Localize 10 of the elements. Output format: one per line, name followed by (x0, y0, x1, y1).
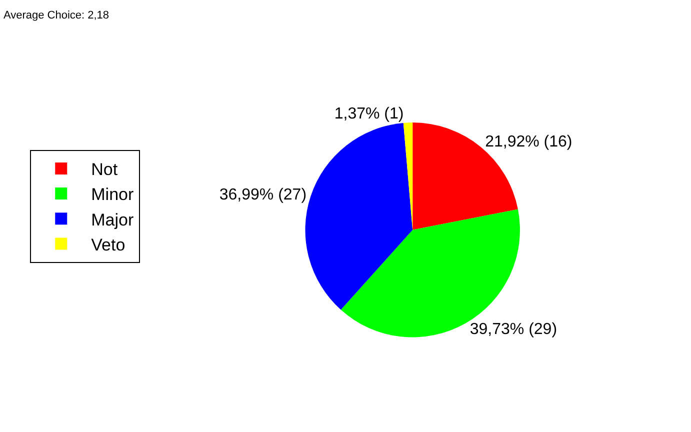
data-label: 39,73% (29) (470, 321, 558, 338)
chart-title: Average Choice: 2,18 (3, 10, 110, 22)
data-label: 1,37% (1) (334, 106, 404, 123)
data-label: 21,92% (16) (485, 133, 572, 150)
legend-label: Minor (91, 185, 134, 204)
legend-label: Major (91, 210, 134, 230)
legend-label: Not (91, 160, 118, 180)
legend-label: Veto (91, 235, 126, 254)
data-label: 36,99% (27) (219, 186, 307, 204)
pie-slice (305, 122, 413, 310)
